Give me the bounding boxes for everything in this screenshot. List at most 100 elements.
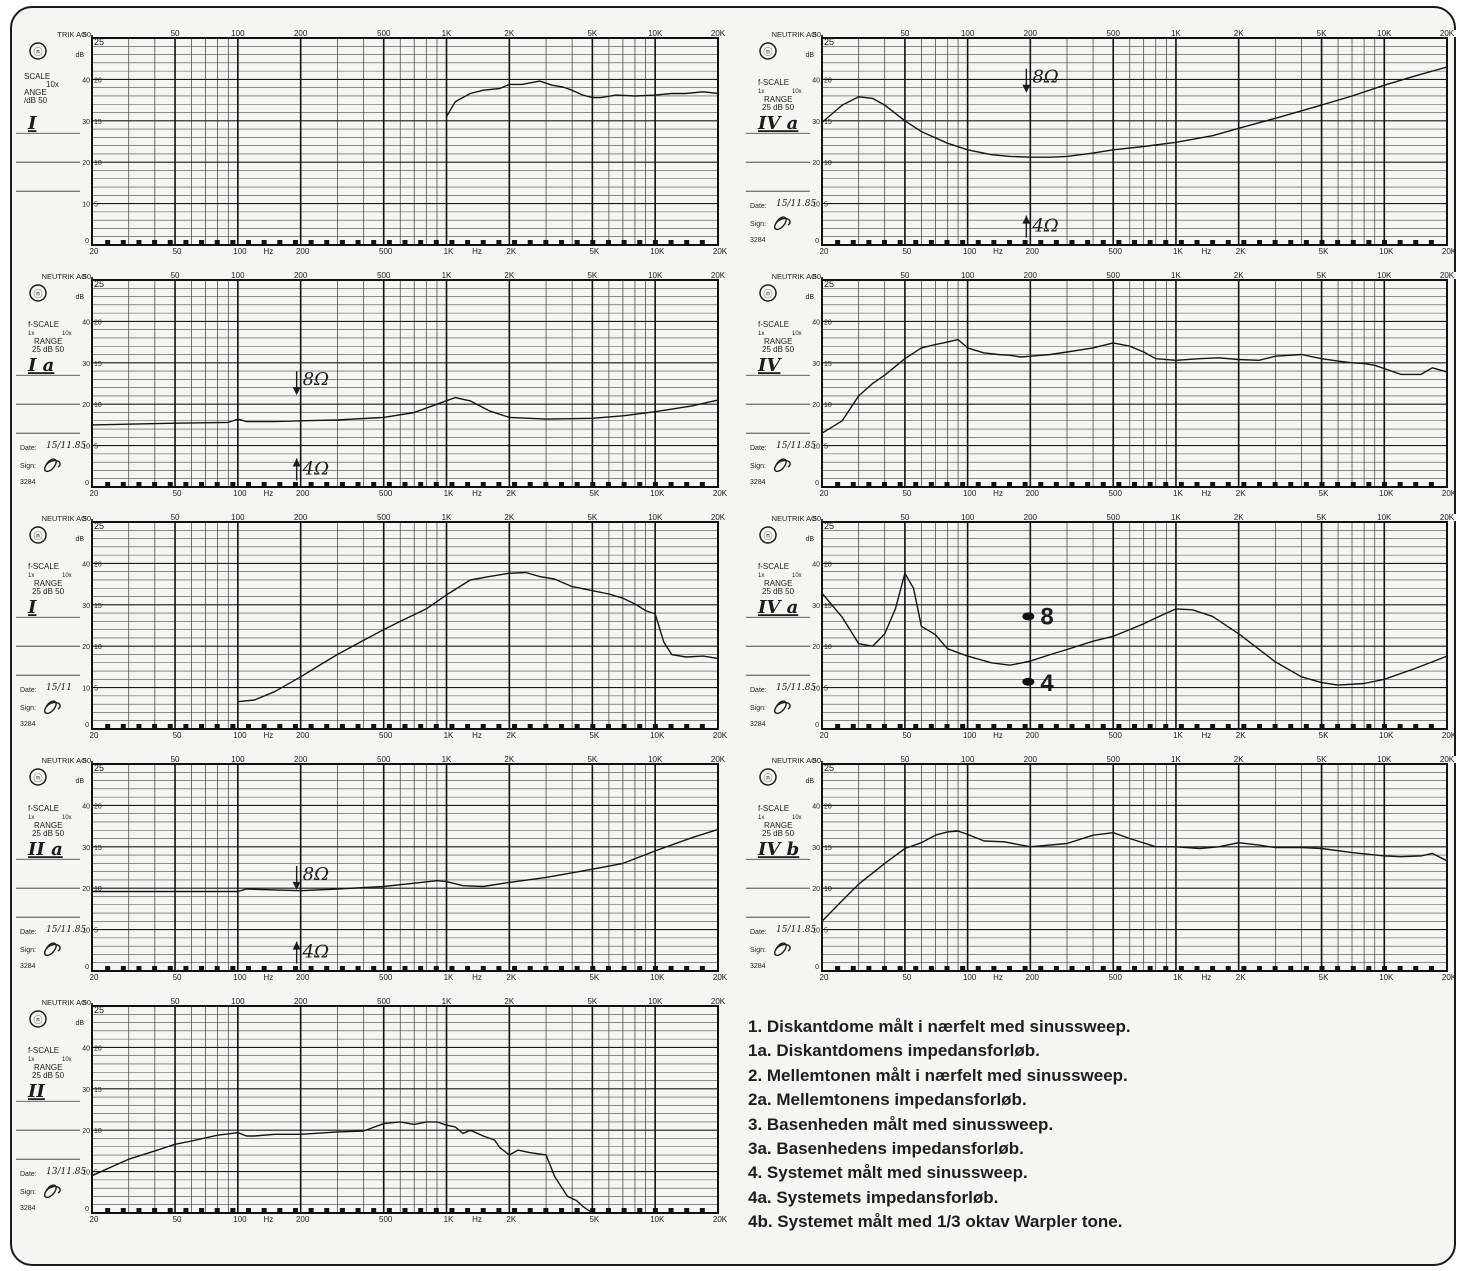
y-tick-label-50: 20 bbox=[812, 886, 820, 893]
marker-dot bbox=[1022, 677, 1035, 686]
bottom-tick-mark bbox=[882, 966, 887, 971]
y-tick-label-25: 5 bbox=[824, 202, 828, 209]
bottom-tick-mark bbox=[1257, 240, 1262, 245]
neutrik-logo-icon: ⓝ bbox=[33, 773, 42, 783]
bottom-tick-mark bbox=[277, 240, 283, 245]
top-scale-label: 50 bbox=[900, 513, 909, 522]
panel-label: I a bbox=[27, 355, 54, 376]
bottom-tick-mark bbox=[652, 724, 658, 729]
bottom-tick-mark bbox=[1428, 482, 1434, 487]
bottom-tick-mark bbox=[991, 724, 997, 729]
bottom-tick-mark bbox=[386, 1208, 392, 1213]
bottom-tick-mark bbox=[136, 966, 142, 971]
bottom-tick-mark bbox=[292, 724, 298, 729]
bottom-tick-mark bbox=[1194, 482, 1200, 487]
y-tick-label-25: 10 bbox=[824, 402, 832, 409]
x-unit-label: Hz bbox=[993, 731, 1003, 740]
range-25-label: 25 bbox=[94, 37, 104, 47]
bottom-tick-mark bbox=[637, 240, 643, 245]
legend-item: 4. Systemet målt med sinussweep. bbox=[748, 1163, 1028, 1183]
y-tick-label-25: 20 bbox=[94, 1045, 102, 1052]
bottom-tick-mark bbox=[897, 240, 903, 245]
y-tick-label-50: 40 bbox=[82, 319, 90, 326]
bottom-tick-mark bbox=[928, 240, 934, 245]
scale-10x-label: 10x bbox=[62, 1057, 72, 1063]
bottom-tick-mark bbox=[975, 240, 981, 245]
top-label-bg bbox=[958, 514, 977, 521]
top-scale-label: 1K bbox=[1171, 755, 1181, 764]
f-scale-label: f-SCALE bbox=[758, 804, 789, 813]
top-scale-label: 2K bbox=[504, 29, 514, 38]
y-tick-label-25: 5 bbox=[824, 928, 828, 935]
range-25-label: 25 bbox=[824, 763, 834, 773]
bottom-tick-mark bbox=[1210, 482, 1216, 487]
bottom-tick-mark bbox=[512, 966, 518, 971]
x-tick-label: 500 bbox=[1109, 973, 1123, 982]
top-scale-label: 1K bbox=[442, 513, 452, 522]
x-tick-label: 2K bbox=[1236, 973, 1246, 982]
bottom-tick-mark bbox=[324, 966, 330, 971]
top-label-bg bbox=[1166, 272, 1185, 279]
y-tick-label-25: 5 bbox=[94, 202, 98, 209]
bottom-tick-mark bbox=[699, 1208, 705, 1213]
x-tick-label: 20 bbox=[90, 247, 99, 256]
top-scale-label: 10K bbox=[648, 271, 663, 280]
x-tick-label: 20 bbox=[820, 489, 829, 498]
x-tick-label: 5K bbox=[589, 1215, 599, 1224]
top-label-bg bbox=[1438, 514, 1456, 521]
panel-label: IV a bbox=[757, 597, 798, 618]
x-tick-label: 10K bbox=[650, 247, 665, 256]
top-label-bg bbox=[291, 514, 310, 521]
bottom-tick-mark bbox=[324, 240, 330, 245]
bottom-tick-mark bbox=[1022, 482, 1028, 487]
bottom-tick-mark bbox=[559, 1208, 564, 1213]
bottom-tick-mark bbox=[496, 966, 502, 971]
x-tick-label: 2K bbox=[506, 1215, 516, 1224]
x-tick-label: 20 bbox=[820, 973, 829, 982]
top-label-bg bbox=[374, 272, 393, 279]
response-curve bbox=[91, 1121, 593, 1214]
bottom-tick-mark bbox=[1350, 724, 1356, 729]
top-scale-label: 50 bbox=[171, 271, 180, 280]
bottom-tick-mark bbox=[418, 482, 424, 487]
top-label-bg bbox=[1229, 514, 1248, 521]
top-scale-label: 5K bbox=[587, 29, 597, 38]
sign-label: Sign: bbox=[750, 221, 766, 228]
x-tick-label: 10K bbox=[650, 973, 665, 982]
bottom-tick-mark bbox=[1241, 966, 1247, 971]
top-label-bg bbox=[500, 756, 519, 763]
bottom-tick-mark bbox=[1069, 724, 1075, 729]
bottom-tick-mark bbox=[850, 240, 856, 245]
y-tick-label-25: 15 bbox=[824, 603, 832, 610]
neutrik-logo-icon bbox=[29, 1010, 47, 1028]
top-label-bg bbox=[958, 272, 977, 279]
panel-label: IV a bbox=[757, 113, 798, 134]
x-tick-label: 50 bbox=[173, 973, 182, 982]
bottom-tick-mark bbox=[418, 1208, 424, 1213]
bottom-tick-mark bbox=[230, 724, 236, 729]
range-50-label: 50 bbox=[83, 514, 91, 523]
range-label: RANGE bbox=[764, 821, 792, 830]
brand-label: NEUTRIK AG bbox=[42, 514, 88, 523]
x-tick-label: 100 bbox=[963, 973, 977, 982]
y-tick-label-zero: 0 bbox=[85, 238, 89, 245]
bottom-tick-mark bbox=[418, 724, 424, 729]
neutrik-logo-icon bbox=[29, 526, 47, 544]
bottom-tick-mark bbox=[835, 482, 841, 487]
bottom-tick-mark bbox=[605, 1208, 611, 1213]
y-tick-label-25: 10 bbox=[824, 644, 832, 651]
bottom-tick-mark bbox=[1210, 240, 1216, 245]
y-tick-label-25: 5 bbox=[94, 1170, 98, 1177]
y-tick-label-25: 20 bbox=[824, 561, 832, 568]
date-label: Date: bbox=[20, 1171, 37, 1178]
bottom-tick-mark bbox=[324, 724, 330, 729]
top-scale-label: 50 bbox=[900, 271, 909, 280]
date-value: 15/11 bbox=[46, 683, 72, 693]
top-scale-label: 2K bbox=[1234, 755, 1244, 764]
x-unit-label: Hz bbox=[263, 247, 273, 256]
top-label-bg bbox=[709, 272, 727, 279]
x-tick-label: 100 bbox=[233, 731, 247, 740]
bottom-tick-mark bbox=[183, 1208, 189, 1213]
bottom-tick-mark bbox=[1241, 240, 1247, 245]
